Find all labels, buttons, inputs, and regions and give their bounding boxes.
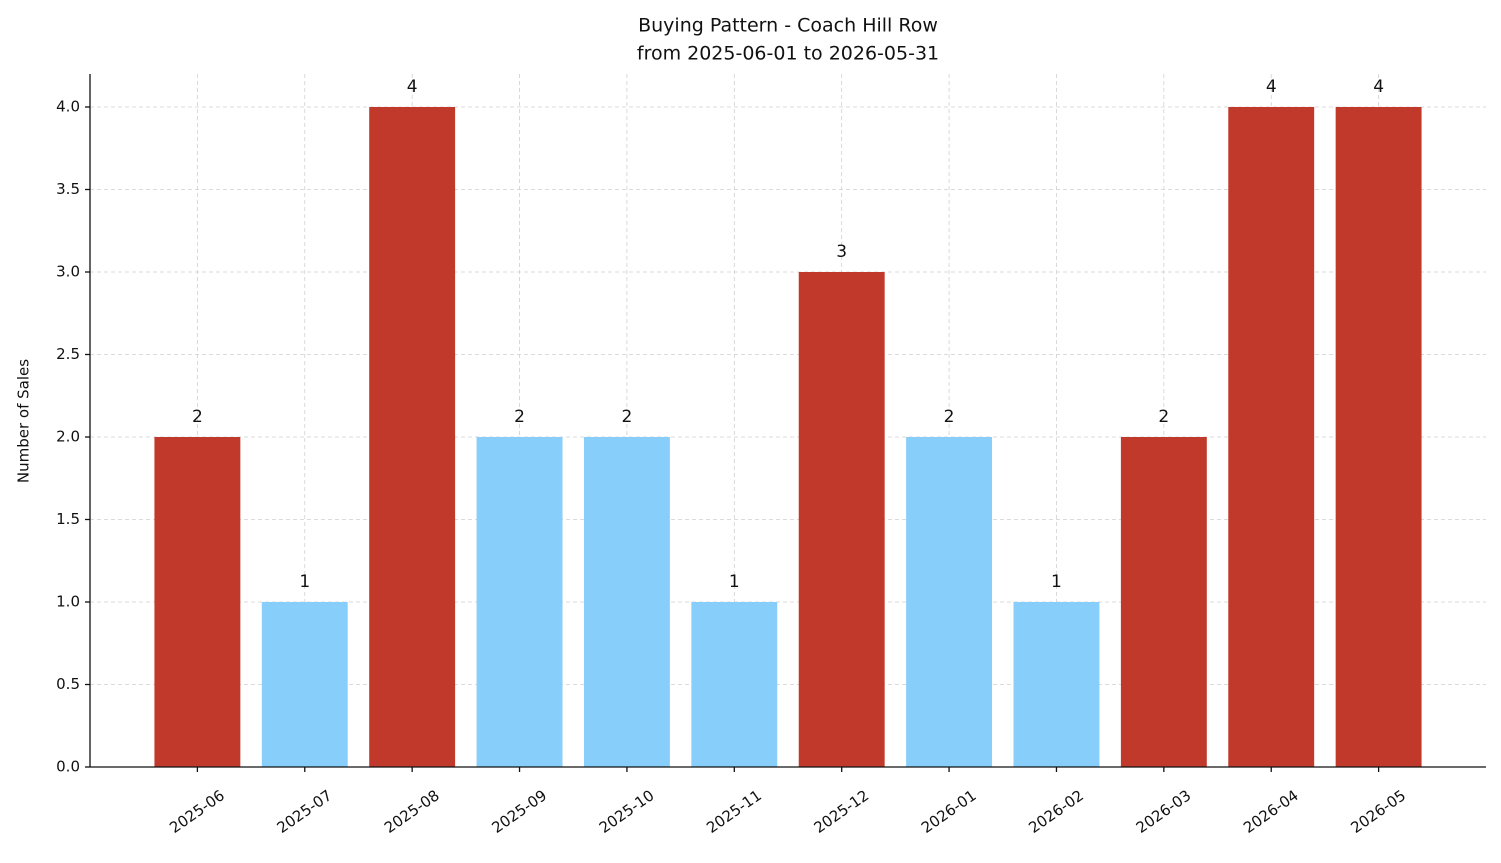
x-tick-label: 2025-10: [596, 786, 658, 837]
x-tick-label: 2026-01: [918, 786, 980, 837]
bar: [1335, 107, 1422, 767]
y-tick-label: 3.5: [56, 180, 80, 198]
x-tick-label: 2026-05: [1347, 786, 1409, 837]
value-label: 1: [729, 572, 740, 592]
value-label: 2: [1158, 407, 1169, 427]
y-tick-label: 1.5: [56, 510, 80, 528]
x-tick-label: 2025-11: [703, 786, 765, 837]
chart-subtitle: from 2025-06-01 to 2026-05-31: [637, 43, 939, 65]
value-label: 2: [514, 407, 525, 427]
value-label: 4: [1373, 77, 1384, 97]
bar: [906, 437, 993, 767]
value-label: 3: [836, 242, 847, 262]
bar: [369, 107, 456, 767]
value-label: 4: [407, 77, 418, 97]
bar: [691, 602, 778, 767]
y-axis-label: Number of Sales: [15, 359, 33, 483]
bar: [261, 602, 348, 767]
bar: [1120, 437, 1207, 767]
x-tick-label: 2026-02: [1025, 786, 1087, 837]
x-tick-label: 2026-03: [1133, 786, 1195, 837]
x-tick-label: 2026-04: [1240, 786, 1302, 837]
y-tick-label: 2.5: [56, 345, 80, 363]
value-label: 2: [944, 407, 955, 427]
bars: [154, 107, 1422, 767]
chart-title: Buying Pattern - Coach Hill Row: [638, 15, 938, 37]
x-tick-label: 2025-12: [811, 786, 873, 837]
x-tick-label: 2025-06: [166, 786, 228, 837]
y-tick-label: 2.0: [56, 428, 80, 446]
bar: [1228, 107, 1315, 767]
x-tick-label: 2025-07: [274, 786, 336, 837]
bar: [798, 272, 885, 767]
y-tick-label: 3.0: [56, 263, 80, 281]
x-tick-label: 2025-08: [381, 786, 443, 837]
value-label: 2: [192, 407, 203, 427]
bar: [1013, 602, 1100, 767]
y-tick-label: 0.0: [56, 758, 80, 776]
bar: [476, 437, 563, 767]
y-tick-label: 1.0: [56, 593, 80, 611]
bar: [154, 437, 241, 767]
value-label: 1: [299, 572, 310, 592]
x-tick-label: 2025-09: [488, 786, 550, 837]
y-tick-label: 0.5: [56, 675, 80, 693]
y-tick-label: 4.0: [56, 98, 80, 116]
value-label: 4: [1266, 77, 1277, 97]
bar: [583, 437, 670, 767]
value-label: 1: [1051, 572, 1062, 592]
value-label: 2: [622, 407, 633, 427]
